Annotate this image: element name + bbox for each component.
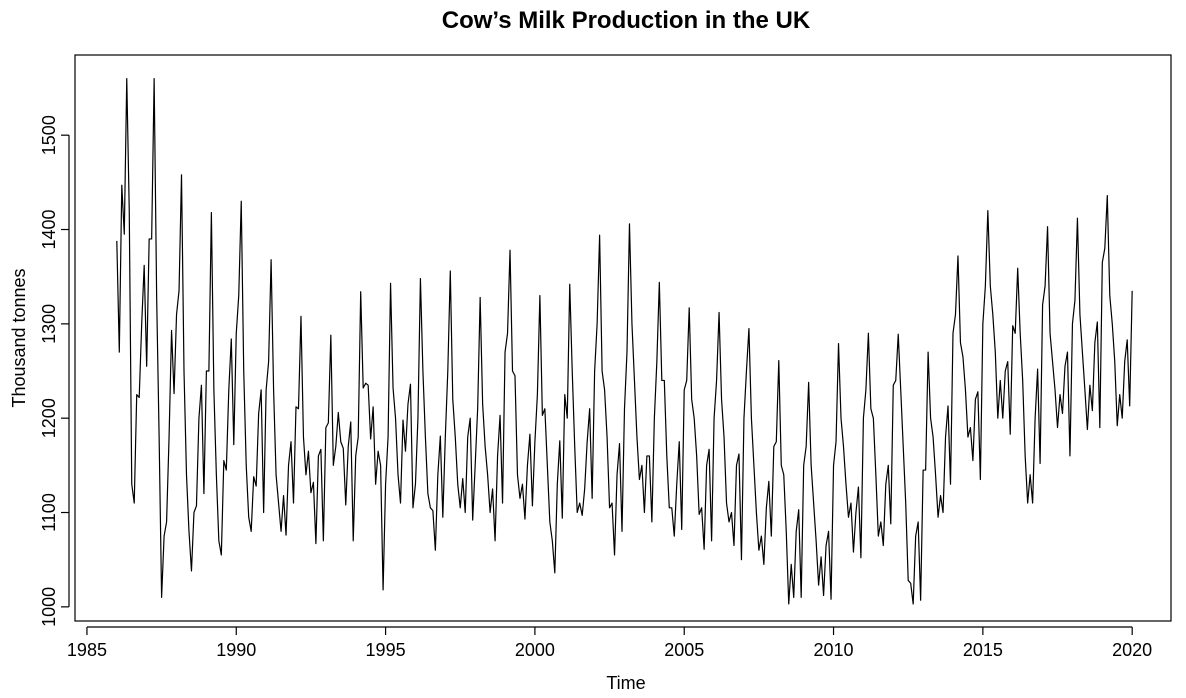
x-tick-label: 1995	[366, 640, 406, 660]
y-tick-label: 1000	[39, 587, 59, 627]
y-axis: 1000 1100 1200 1300 1400 1500	[39, 115, 70, 627]
series-line	[116, 77, 1133, 605]
x-tick-label: 1990	[216, 640, 256, 660]
y-tick-label: 1200	[39, 398, 59, 438]
y-tick-label: 1400	[39, 209, 59, 249]
x-tick-label: 2005	[664, 640, 704, 660]
y-axis-label: Thousand tonnes	[9, 268, 29, 407]
y-tick-label: 1500	[39, 115, 59, 155]
x-axis-label: Time	[606, 673, 645, 693]
y-tick-label: 1300	[39, 304, 59, 344]
y-tick-label: 1100	[39, 493, 59, 532]
x-axis: 1985 1990 1995 2000 2005 2010 2015 2020	[67, 626, 1152, 660]
x-tick-label: 2000	[515, 640, 555, 660]
x-tick-label: 2015	[963, 640, 1003, 660]
x-tick-label: 2010	[814, 640, 854, 660]
plot-frame	[74, 54, 1172, 622]
x-tick-label: 1985	[67, 640, 107, 660]
x-tick-label: 2020	[1112, 640, 1152, 660]
chart-title: Cow’s Milk Production in the UK	[442, 7, 811, 34]
